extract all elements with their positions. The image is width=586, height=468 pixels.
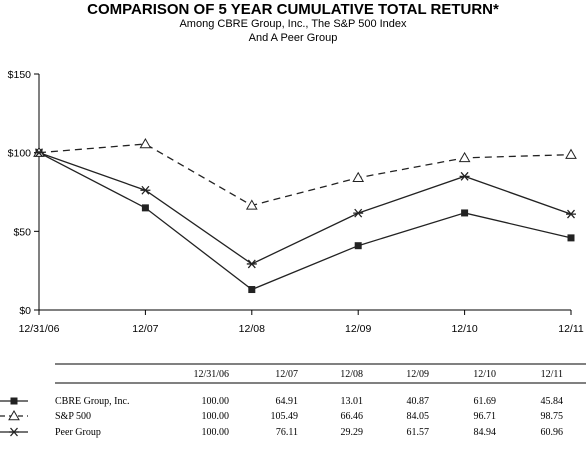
x-tick-label: 12/07 — [132, 323, 158, 335]
table-cell: 61.69 — [474, 396, 497, 407]
table-cell: 13.01 — [341, 396, 364, 407]
table-cell: 29.29 — [341, 427, 364, 438]
table-cell: 64.91 — [276, 396, 299, 407]
table-cell: 98.75 — [541, 411, 564, 422]
y-tick-label: $0 — [19, 305, 31, 317]
series-0-point — [141, 204, 149, 212]
table-header-cell: 12/31/06 — [193, 369, 229, 380]
series-2-point — [34, 148, 44, 158]
series-1-point — [565, 148, 577, 159]
series-2-point — [459, 171, 470, 181]
table-cell: 76.11 — [276, 427, 298, 438]
data-table: 12/31/06 12/07 12/08 12/09 12/10 12/11 CBRE Gr… — [0, 363, 586, 438]
series-2-point — [566, 209, 576, 219]
series-line-2 — [38, 152, 572, 265]
series-1-point — [139, 138, 152, 149]
table-cell: 84.05 — [407, 411, 430, 422]
table-header-cell: 12/11 — [541, 369, 563, 380]
y-tick-label: $150 — [8, 69, 32, 81]
legend-label: CBRE Group, Inc. — [55, 396, 129, 407]
table-cell: 96.71 — [474, 411, 497, 422]
table-cell: 84.94 — [474, 427, 497, 438]
series-1-point — [458, 151, 471, 163]
table-header-cell: 12/07 — [275, 369, 298, 380]
x-tick-label: 12/31/06 — [19, 323, 60, 335]
table-cell: 100.00 — [202, 427, 230, 438]
series-line-1 — [38, 143, 572, 207]
table-cell: 100.00 — [202, 411, 230, 422]
series-0-point — [248, 286, 256, 294]
series-0-point — [461, 209, 469, 217]
legend-marker-1 — [8, 409, 20, 421]
series-line-0 — [38, 152, 572, 291]
table-header-cell: 12/09 — [406, 369, 429, 380]
y-tick-label: $100 — [8, 148, 32, 160]
series-0-point — [354, 242, 362, 250]
table-cell: 66.46 — [341, 411, 364, 422]
legend-label: Peer Group — [55, 427, 101, 438]
x-tick-label: 12/10 — [451, 323, 477, 335]
table-cell: 45.84 — [541, 396, 564, 407]
chart-subtitle-line-1: Among CBRE Group, Inc., The S&P 500 Inde… — [179, 18, 407, 30]
series-1-point — [352, 171, 365, 183]
legend-marker-2 — [9, 427, 19, 437]
series-2-point — [246, 259, 257, 269]
series-1-point — [245, 199, 258, 210]
legend-marker-0 — [10, 397, 18, 405]
table-cell: 105.49 — [271, 411, 299, 422]
table-cell: 60.96 — [541, 427, 564, 438]
y-tick-label: $50 — [13, 226, 31, 238]
series-2-point — [140, 185, 151, 195]
table-cell: 40.87 — [407, 396, 430, 407]
x-tick-label: 12/08 — [239, 323, 265, 335]
table-header-cell: 12/10 — [473, 369, 496, 380]
x-tick-label: 12/09 — [345, 323, 371, 335]
chart-title: COMPARISON OF 5 YEAR CUMULATIVE TOTAL RE… — [87, 1, 499, 18]
chart-subtitle-line-2: And A Peer Group — [249, 32, 338, 44]
table-header-cell: 12/08 — [340, 369, 363, 380]
series-0-point — [567, 234, 575, 242]
plot-area: $0 $50 $100 $150 12/31/06 12/07 12/08 12/09 12/1… — [8, 69, 584, 335]
table-cell: 100.00 — [202, 396, 230, 407]
series-2-point — [353, 208, 364, 218]
table-cell: 61.57 — [407, 427, 430, 438]
x-tick-label: 12/11 — [558, 323, 584, 335]
legend-label: S&P 500 — [55, 411, 91, 422]
